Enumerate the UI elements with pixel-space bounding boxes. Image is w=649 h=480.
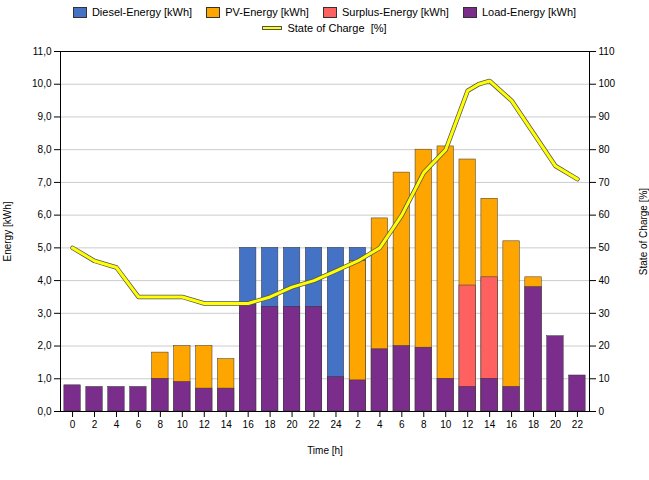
svg-text:20: 20: [287, 419, 299, 430]
svg-text:8,0: 8,0: [38, 144, 52, 155]
svg-text:4,0: 4,0: [38, 275, 52, 286]
svg-text:60: 60: [599, 209, 611, 220]
svg-text:Time [h]: Time [h]: [307, 445, 343, 456]
html-text:PV-Energy [kWh]: PV-Energy [kWh]: [225, 6, 309, 18]
svg-text:0: 0: [70, 419, 76, 430]
svg-text:2: 2: [92, 419, 98, 430]
svg-text:7,0: 7,0: [38, 177, 52, 188]
svg-text:110: 110: [599, 46, 615, 57]
svg-text:10,0: 10,0: [32, 78, 52, 89]
svg-text:12: 12: [199, 419, 211, 430]
svg-text:Energy [kWh]: Energy [kWh]: [2, 201, 13, 261]
svg-text:14: 14: [484, 419, 496, 430]
svg-text:20: 20: [599, 340, 611, 351]
html-text:Diesel-Energy [kWh]: Diesel-Energy [kWh]: [91, 6, 193, 18]
svg-text:10: 10: [599, 373, 611, 384]
svg-text:14: 14: [221, 419, 233, 430]
html-text:State of Charge [%]: State of Charge [%]: [287, 22, 387, 34]
svg-text:22: 22: [572, 419, 584, 430]
svg-text:State of Charge [%]: State of Charge [%]: [638, 188, 649, 275]
svg-text:0,0: 0,0: [38, 406, 52, 417]
svg-text:8: 8: [421, 419, 427, 430]
svg-text:18: 18: [265, 419, 277, 430]
svg-text:4: 4: [114, 419, 120, 430]
svg-text:9,0: 9,0: [38, 111, 52, 122]
svg-text:8: 8: [158, 419, 164, 430]
svg-text:24: 24: [330, 419, 342, 430]
svg-text:6,0: 6,0: [38, 209, 52, 220]
svg-text:12: 12: [462, 419, 474, 430]
svg-text:10: 10: [440, 419, 452, 430]
svg-text:100: 100: [599, 78, 616, 89]
svg-text:90: 90: [599, 111, 611, 122]
svg-text:18: 18: [528, 419, 540, 430]
svg-text:5,0: 5,0: [38, 242, 52, 253]
svg-text:70: 70: [599, 177, 611, 188]
svg-text:40: 40: [599, 275, 611, 286]
svg-text:6: 6: [136, 419, 142, 430]
svg-text:22: 22: [308, 419, 320, 430]
svg-text:2: 2: [355, 419, 361, 430]
svg-text:4: 4: [377, 419, 383, 430]
svg-text:11,0: 11,0: [33, 46, 52, 57]
html-text:Load-Energy [kWh]: Load-Energy [kWh]: [481, 6, 577, 18]
svg-text:2,0: 2,0: [38, 340, 52, 351]
svg-text:30: 30: [599, 308, 611, 319]
svg-text:80: 80: [599, 144, 611, 155]
svg-text:1,0: 1,0: [38, 373, 52, 384]
svg-text:6: 6: [399, 419, 405, 430]
svg-text:20: 20: [550, 419, 562, 430]
svg-text:16: 16: [506, 419, 518, 430]
svg-text:0: 0: [599, 406, 605, 417]
svg-text:16: 16: [243, 419, 255, 430]
html-text:Surplus-Energy [kWh]: Surplus-Energy [kWh]: [341, 6, 449, 18]
svg-text:10: 10: [177, 419, 189, 430]
svg-text:3,0: 3,0: [38, 308, 52, 319]
svg-text:50: 50: [599, 242, 611, 253]
